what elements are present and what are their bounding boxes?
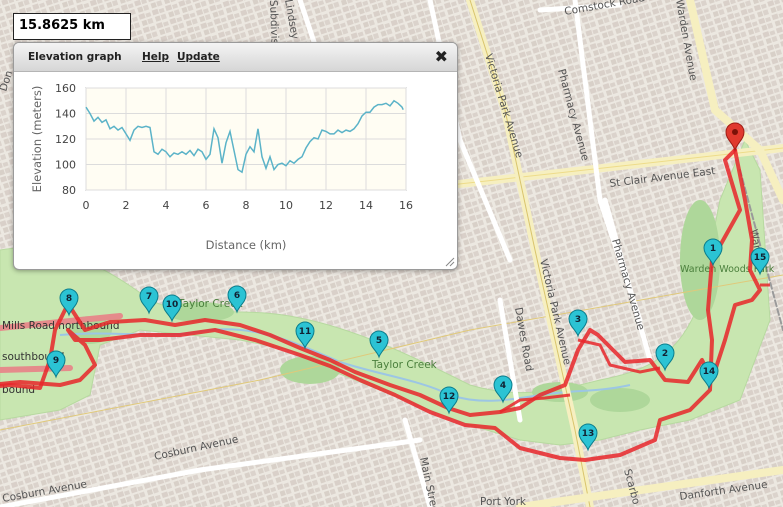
street-label: Port York [480,496,527,507]
x-axis-label: Distance (km) [206,238,287,252]
park-label: Taylor Creek [371,359,438,371]
elevation-line [85,99,404,174]
marker-number: 3 [575,315,581,325]
marker-pin-icon [493,375,513,404]
x-tick-label: 0 [83,199,90,212]
marker-number: 12 [443,392,456,402]
update-link[interactable]: Update [177,51,220,63]
y-tick-label: 160 [55,82,76,95]
route-line [499,283,770,414]
elevation-chart: 0 2 4 6 8 10 12 14 16 160 140 120 100 80 Distance (km… [30,82,413,252]
marker-pin-icon [750,247,770,276]
marker-pin-icon [162,294,182,323]
route-marker[interactable]: 4 [493,375,513,404]
marker-number: 8 [66,294,72,304]
route-marker[interactable]: 6 [227,285,247,314]
marker-number: 6 [234,291,240,301]
marker-number: 7 [146,292,152,302]
x-tick-label: 8 [243,199,250,212]
route-marker[interactable]: 7 [139,286,159,315]
help-link[interactable]: Help [142,51,170,63]
route-marker[interactable]: 11 [295,321,315,350]
distance-readout: 15.8625 km [13,13,131,40]
marker-pin-icon [568,309,588,338]
y-tick-label: 80 [62,184,76,197]
route-marker[interactable]: 2 [655,343,675,372]
marker-number: 2 [662,349,668,359]
marker-pin-icon [703,238,723,267]
y-tick-label: 140 [55,108,76,121]
route-line [0,148,762,417]
marker-number: 15 [754,253,767,263]
marker-number: 4 [500,381,506,391]
x-tick-label: 10 [279,199,293,212]
park-label: Taylor Creek [177,298,244,310]
route-marker[interactable]: 12 [439,386,459,415]
end-pin[interactable] [725,122,745,152]
route-marker[interactable]: 8 [59,288,79,317]
marker-number: 10 [166,300,179,310]
close-icon[interactable]: ✖ [434,47,448,66]
marker-pin-icon [699,361,719,390]
marker-pin-icon [369,330,389,359]
elevation-chart-area: 0 2 4 6 8 10 12 14 16 160 140 120 100 80 Distance (km… [14,72,457,269]
route-marker[interactable]: 13 [578,423,598,452]
y-axis-label: Elevation (meters) [30,86,44,193]
marker-pin-icon [578,423,598,452]
route-marker[interactable]: 5 [369,330,389,359]
x-tick-label: 16 [399,199,413,212]
park-label: Warden Woods Park [680,264,775,275]
marker-pin-icon [139,286,159,315]
elevation-panel[interactable]: Elevation graph Help Update ✖ 0 2 4 6 8 10 12 1… [13,42,458,270]
x-tick-label: 6 [203,199,210,212]
route-marker[interactable]: 3 [568,309,588,338]
marker-pin-icon [295,321,315,350]
resize-grip-icon[interactable] [445,257,455,267]
elevation-panel-header[interactable]: Elevation graph Help Update ✖ [14,43,457,72]
route-marker[interactable]: 1 [703,238,723,267]
x-tick-label: 2 [123,199,130,212]
route-marker[interactable]: 10 [162,294,182,323]
marker-number: 14 [703,367,716,377]
marker-pin-icon [46,350,66,379]
marker-pin-icon [59,288,79,317]
y-tick-label: 100 [55,159,76,172]
marker-number: 13 [582,429,595,439]
marker-number: 9 [53,356,59,366]
marker-number: 11 [299,327,312,337]
route-marker[interactable]: 9 [46,350,66,379]
marker-number: 1 [710,244,716,254]
route-marker[interactable]: 14 [699,361,719,390]
marker-pin-icon [655,343,675,372]
marker-pin-icon [439,386,459,415]
marker-pin-icon [227,285,247,314]
y-tick-label: 120 [55,133,76,146]
elevation-panel-title: Elevation graph [28,51,122,63]
x-tick-label: 12 [319,199,333,212]
route-marker[interactable]: 15 [750,247,770,276]
x-tick-label: 14 [359,199,373,212]
marker-number: 5 [376,336,382,346]
x-tick-label: 4 [163,199,170,212]
